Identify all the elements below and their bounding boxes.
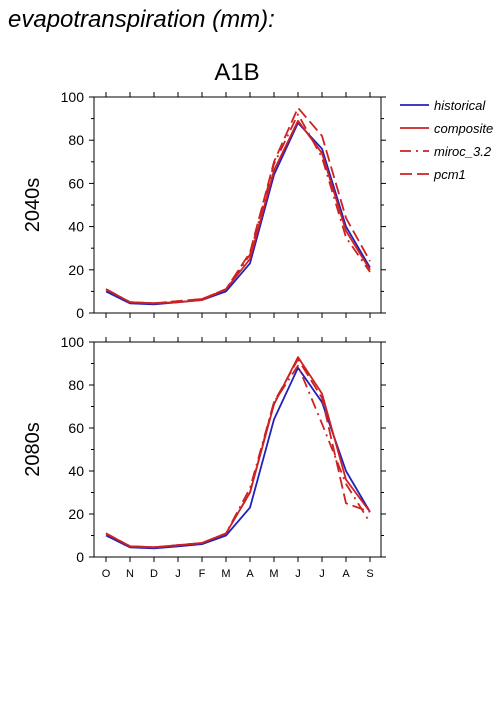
x-tick-label: N <box>126 568 134 580</box>
legend-item-composite: composite <box>400 121 493 136</box>
x-tick-label: S <box>366 568 373 580</box>
legend-item-pcm1: pcm1 <box>400 167 466 182</box>
legend-item-historical: historical <box>400 98 486 113</box>
y-tick-label: 20 <box>68 262 84 278</box>
panel-2040s: 0 20 40 60 80 100 2040s <box>22 89 386 321</box>
y-tick-label: 60 <box>68 175 84 191</box>
series-line-composite <box>105 119 371 305</box>
legend-label: composite <box>434 121 493 136</box>
y-tick-label: 0 <box>76 549 84 565</box>
x-tick-label: F <box>199 568 206 580</box>
chart-title: evapotranspiration (mm): <box>8 6 275 33</box>
x-tick-label: A <box>246 568 254 580</box>
x-tick-label: J <box>319 568 325 580</box>
legend-item-miroc-3-2: miroc_3.2 <box>400 144 492 159</box>
y-tick-label: 40 <box>68 463 84 479</box>
panels: 0 20 40 60 80 100 2040s 0 20 40 60 80 100 2080s <box>22 89 386 565</box>
y-tick-label: 100 <box>61 89 85 105</box>
x-tick-label: M <box>221 568 230 580</box>
legend: historical composite miroc_3.2 pcm1 <box>400 98 493 182</box>
y-tick-label: 100 <box>61 334 85 350</box>
y-tick-label: 80 <box>68 132 84 148</box>
y-tick-label: 20 <box>68 506 84 522</box>
legend-label: historical <box>434 98 486 113</box>
series-line-pcm1 <box>105 106 371 305</box>
y-tick-label: 40 <box>68 219 84 235</box>
series-line-pcm1 <box>105 358 371 549</box>
series-line-historical <box>105 122 371 306</box>
chart-subtitle: A1B <box>214 59 259 86</box>
legend-label: miroc_3.2 <box>434 144 492 159</box>
y-tick-label: 80 <box>68 377 84 393</box>
x-tick-label: A <box>342 568 350 580</box>
x-tick-label: J <box>175 568 181 580</box>
series-line-miroc-3-2 <box>105 364 371 549</box>
x-tick-label: O <box>102 568 111 580</box>
y-tick-label: 60 <box>68 420 84 436</box>
panel-label: 2080s <box>22 422 44 477</box>
x-tick-label: J <box>295 568 301 580</box>
series-line-composite <box>105 356 371 549</box>
series-line-historical <box>105 366 371 550</box>
panel-label: 2040s <box>22 178 44 233</box>
x-tick-label: M <box>269 568 278 580</box>
y-tick-label: 0 <box>76 305 84 321</box>
x-tick-label: D <box>150 568 158 580</box>
panel-2080s: 0 20 40 60 80 100 2080s <box>22 334 386 565</box>
legend-label: pcm1 <box>433 167 466 182</box>
